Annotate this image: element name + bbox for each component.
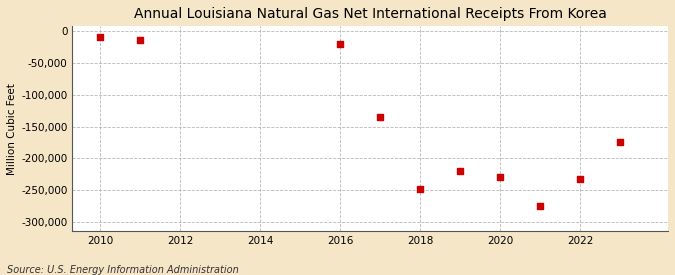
Point xyxy=(95,35,106,39)
Point xyxy=(375,115,385,119)
Point xyxy=(615,140,626,145)
Y-axis label: Million Cubic Feet: Million Cubic Feet xyxy=(7,83,17,175)
Point xyxy=(455,169,466,173)
Point xyxy=(535,204,545,208)
Point xyxy=(574,176,585,181)
Point xyxy=(135,38,146,42)
Point xyxy=(335,42,346,46)
Title: Annual Louisiana Natural Gas Net International Receipts From Korea: Annual Louisiana Natural Gas Net Interna… xyxy=(134,7,607,21)
Point xyxy=(414,187,425,191)
Text: Source: U.S. Energy Information Administration: Source: U.S. Energy Information Administ… xyxy=(7,265,238,275)
Point xyxy=(495,175,506,180)
